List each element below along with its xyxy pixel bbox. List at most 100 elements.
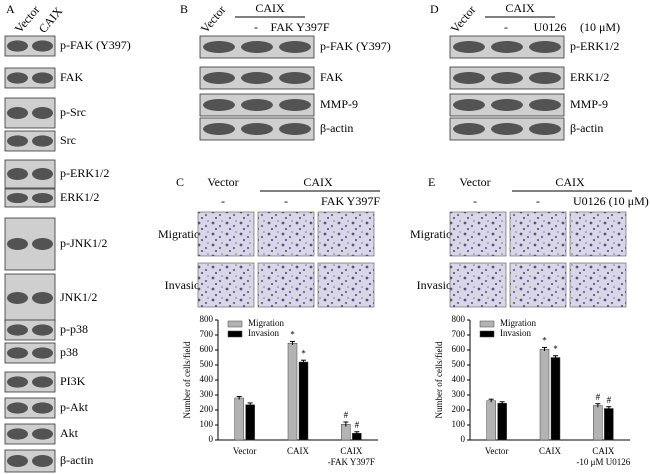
blot-label: ERK1/2 (60, 190, 99, 204)
significance-mark: * (301, 348, 306, 358)
band (453, 123, 485, 135)
bar (245, 404, 255, 441)
band (7, 135, 28, 147)
band (32, 324, 53, 336)
micrograph (449, 211, 507, 257)
y-tick-label: 500 (200, 359, 214, 369)
blot-label: p-p38 (60, 322, 88, 336)
y-tick-label: 500 (452, 359, 466, 369)
band (7, 402, 28, 414)
micrograph (257, 262, 315, 308)
band (7, 292, 28, 304)
blot-label: p-JNK1/2 (60, 236, 107, 250)
y-tick-label: 0 (461, 434, 466, 444)
legend-swatch (227, 320, 243, 328)
band (7, 40, 28, 52)
band (279, 41, 311, 53)
band (203, 41, 235, 53)
bar (234, 397, 244, 441)
micrograph (197, 211, 255, 257)
micrograph (509, 262, 567, 308)
significance-mark: * (553, 344, 558, 354)
band (32, 135, 53, 147)
significance-mark: # (596, 392, 601, 402)
y-tick-label: 700 (200, 329, 214, 339)
band (241, 72, 273, 84)
lane-label: - (504, 20, 508, 34)
band (453, 41, 485, 53)
band (203, 123, 235, 135)
blot-label: JNK1/2 (60, 290, 97, 304)
y-tick-label: 0 (209, 434, 214, 444)
lane-label: - (254, 20, 258, 34)
band (491, 99, 523, 111)
bar (604, 408, 614, 441)
y-tick-label: 600 (452, 344, 466, 354)
row-label: Invasion (165, 278, 206, 292)
y-tick-label: 800 (200, 314, 214, 324)
band (453, 72, 485, 84)
x-tick-label: Vector (233, 446, 257, 456)
y-tick-label: 700 (452, 329, 466, 339)
band (7, 347, 28, 359)
band (32, 72, 53, 84)
band (7, 428, 28, 440)
band (32, 238, 53, 250)
panel-letter: C (176, 175, 184, 189)
y-tick-label: 400 (200, 374, 214, 384)
micrograph (317, 262, 375, 308)
band (241, 99, 273, 111)
significance-mark: * (290, 330, 295, 340)
micrograph (257, 211, 315, 257)
lane-label: CAIX (36, 4, 66, 36)
band (32, 40, 53, 52)
bar (486, 400, 496, 441)
band (491, 41, 523, 53)
x-tick-label: Vector (485, 446, 509, 456)
legend-swatch (479, 330, 495, 338)
row-label: Invasion (417, 278, 458, 292)
lane-label: Vector (459, 175, 490, 189)
band (32, 347, 53, 359)
band (279, 72, 311, 84)
blot-label: p-ERK1/2 (60, 166, 109, 180)
band (279, 123, 311, 135)
blot-label: p-ERK1/2 (570, 39, 619, 53)
significance-mark: * (542, 336, 547, 346)
band (491, 72, 523, 84)
band (203, 99, 235, 111)
micrograph (449, 262, 507, 308)
blot-label: p38 (60, 345, 78, 359)
y-tick-label: 100 (452, 419, 466, 429)
band (529, 123, 561, 135)
y-tick-label: 300 (200, 389, 214, 399)
bar (287, 343, 298, 441)
legend-label: Migration (248, 318, 284, 328)
lane-label: FAK Y397F (270, 20, 329, 34)
micrograph (569, 211, 627, 257)
band (32, 192, 53, 204)
blot-label: p-FAK (Y397) (60, 38, 131, 52)
lane-label: - (221, 194, 225, 208)
lane-label: Vector (207, 175, 238, 189)
band (32, 402, 53, 414)
x-tick-label: CAIX (539, 446, 561, 456)
lane-label: - (536, 194, 540, 208)
micrograph (197, 262, 255, 308)
lane-label: U0126 (10 μM) (573, 194, 649, 208)
blot-label: MMP-9 (320, 97, 358, 111)
y-axis-label: Number of cells/field (182, 341, 192, 418)
x-tick-label: CAIX -FAK Y397F (328, 446, 375, 467)
band (491, 123, 523, 135)
significance-mark: # (344, 410, 349, 420)
band (453, 99, 485, 111)
bar (341, 424, 351, 441)
band (7, 324, 28, 336)
lane-label: Vector (448, 3, 479, 36)
band (7, 376, 28, 388)
panel-letter: A (6, 2, 15, 16)
blot-label: MMP-9 (570, 97, 608, 111)
bar (497, 403, 507, 441)
legend-swatch (227, 330, 243, 338)
lane-label: - (473, 194, 477, 208)
